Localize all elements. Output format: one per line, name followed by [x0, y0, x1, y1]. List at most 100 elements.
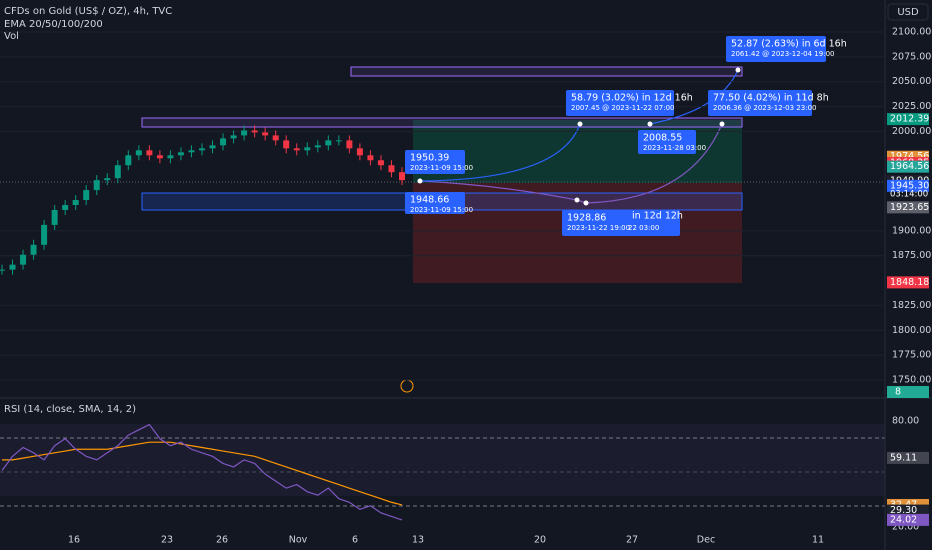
- price-tag-label: 1923.65: [890, 202, 929, 213]
- rsi-tick-label: 20.00: [892, 522, 919, 533]
- path-line: [419, 123, 581, 182]
- anchor-point: [647, 121, 653, 127]
- candle: [177, 152, 184, 156]
- annotation-box: [405, 150, 465, 174]
- price-tag: [887, 160, 929, 173]
- annotation-box: [562, 210, 680, 236]
- x-tick-label: 16: [68, 535, 80, 546]
- price-tag-label: 1974.56: [890, 151, 929, 162]
- indicator-label: Vol: [4, 31, 19, 42]
- candle: [367, 155, 374, 161]
- x-tick-label: 6: [352, 535, 358, 546]
- candle: [356, 148, 363, 156]
- anchor-point: [574, 197, 580, 203]
- y-tick-label: 1775.00: [892, 350, 931, 361]
- y-tick-label: 1900.00: [892, 225, 931, 236]
- x-tick-label: Nov: [289, 535, 308, 546]
- y-tick-label: 1750.00: [892, 375, 931, 386]
- candle: [314, 145, 321, 148]
- price-tag-label: 1945.30: [890, 180, 929, 191]
- x-tick-label: 13: [412, 535, 424, 546]
- rsi-tag-label: 59.11: [890, 452, 917, 463]
- candle: [167, 155, 174, 159]
- candle: [146, 150, 153, 156]
- annotation-sub: 2023-11-09 15:00: [410, 206, 473, 214]
- annotation-text: in 12d 12h: [632, 211, 683, 222]
- annotation-sub: 2007.45 @ 2023-11-22 07:00: [571, 104, 674, 112]
- annotation-sub: 2023-11-22 19:00: [567, 224, 630, 232]
- price-tag: [887, 179, 929, 192]
- y-tick-label: 1825.00: [892, 300, 931, 311]
- candle: [199, 148, 205, 151]
- annotation-box: [638, 130, 696, 154]
- candle: [83, 190, 90, 201]
- candle: [41, 224, 48, 245]
- annotation-text: 58.79 (3.02%) in 12d 16h: [571, 93, 693, 104]
- anchor-point: [583, 200, 589, 206]
- rsi-band: [0, 424, 885, 496]
- candle: [388, 165, 395, 173]
- candle: [325, 140, 332, 146]
- path-line: [649, 69, 739, 125]
- price-tag: [887, 276, 929, 289]
- price-tag-label: 2012.39: [890, 114, 929, 125]
- x-tick-label: 27: [626, 535, 638, 546]
- annotation-sub: 2006.36 @ 2023-12-03 23:00: [713, 104, 816, 112]
- x-tick-label: 26: [216, 535, 228, 546]
- candle: [30, 244, 37, 255]
- currency-label[interactable]: USD: [897, 7, 919, 18]
- y-tick-label: 2025.00: [892, 101, 931, 112]
- rsi-tag-label: 24.02: [890, 514, 917, 525]
- rsi-ma-line: [2, 441, 403, 506]
- candle: [399, 172, 405, 181]
- annotation-sub: 2023-11-09 15:00: [410, 164, 473, 172]
- x-tick-label: Dec: [697, 535, 715, 546]
- annotation-text: 1950.39: [410, 153, 449, 164]
- anchor-point: [735, 67, 741, 73]
- y-tick-label: 1875.00: [892, 250, 931, 261]
- candle: [346, 140, 353, 149]
- annotation-text: 2008.55: [643, 133, 682, 144]
- y-tick-label: 2050.00: [892, 76, 931, 87]
- symbol-title: CFDs on Gold (US$ / OZ), 4h, TVC: [4, 6, 172, 17]
- candle: [230, 135, 237, 139]
- x-tick-label: 11: [812, 535, 824, 546]
- candle: [188, 150, 195, 153]
- annotation-sub: 2023-11-28 03:00: [643, 144, 706, 152]
- candle: [125, 155, 132, 166]
- price-tag-label: 1964.56: [890, 161, 929, 172]
- candle: [262, 132, 269, 136]
- annotation-text: 1948.66: [410, 195, 449, 206]
- currency-button[interactable]: [887, 3, 929, 21]
- path-line: [419, 180, 587, 204]
- candle: [209, 145, 216, 149]
- x-tick-label: 23: [161, 535, 173, 546]
- candle: [251, 130, 258, 133]
- annotation-box: [726, 36, 826, 62]
- candle: [104, 178, 111, 181]
- annotation-sub: 22 03:00: [628, 224, 659, 232]
- countdown: 03:14:00: [890, 190, 928, 200]
- rsi-tag-label: 29.30: [890, 505, 917, 516]
- candle: [304, 147, 311, 151]
- candle: [62, 205, 69, 210]
- rsi-tag: [887, 513, 929, 526]
- path-line: [585, 123, 723, 204]
- price-tag: [887, 113, 929, 126]
- annotation-box: [708, 90, 812, 116]
- y-tick-label: 2000.00: [892, 126, 931, 137]
- y-tick-label: 2100.00: [892, 27, 931, 38]
- annotation-text: 52.87 (2.63%) in 6d 16h: [731, 39, 847, 50]
- annotation-box: [566, 90, 674, 116]
- candle: [377, 160, 384, 166]
- volume-tag: [887, 386, 929, 398]
- alert-icon[interactable]: [400, 379, 414, 393]
- price-tag: [887, 201, 929, 214]
- candle: [93, 180, 100, 191]
- annotation-text: 77.50 (4.02%) in 11d 8h: [713, 93, 829, 104]
- candle: [72, 200, 79, 206]
- anchor-point: [577, 121, 583, 127]
- candle: [114, 165, 121, 179]
